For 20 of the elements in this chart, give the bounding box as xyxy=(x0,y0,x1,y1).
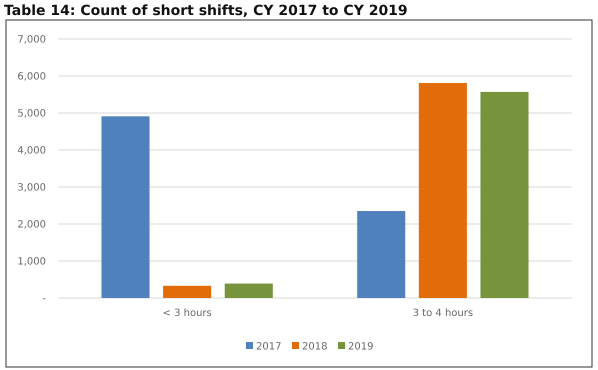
legend-label: 2017 xyxy=(256,342,282,352)
y-tick-label: 2,000 xyxy=(17,220,46,230)
x-tick-label: 3 to 4 hours xyxy=(412,308,474,319)
x-tick-label: < 3 hours xyxy=(162,308,212,319)
bar xyxy=(418,83,467,298)
bar xyxy=(357,211,406,298)
y-tick-label: 6,000 xyxy=(17,72,46,82)
y-tick-label: 3,000 xyxy=(17,182,46,194)
legend-label: 2019 xyxy=(348,342,374,352)
chart-title: Table 14: Count of short shifts, CY 2017 to CY 2019 xyxy=(4,3,408,19)
bar xyxy=(163,286,212,298)
bar xyxy=(101,116,150,298)
legend-label: 2018 xyxy=(302,342,328,352)
y-tick-label: 5,000 xyxy=(17,108,46,120)
bar xyxy=(224,284,273,298)
y-tick-label: - xyxy=(42,294,46,304)
y-tick-label: 1,000 xyxy=(17,256,46,268)
bar xyxy=(480,92,529,298)
y-tick-label: 4,000 xyxy=(17,146,46,156)
y-tick-label: 7,000 xyxy=(17,34,46,46)
